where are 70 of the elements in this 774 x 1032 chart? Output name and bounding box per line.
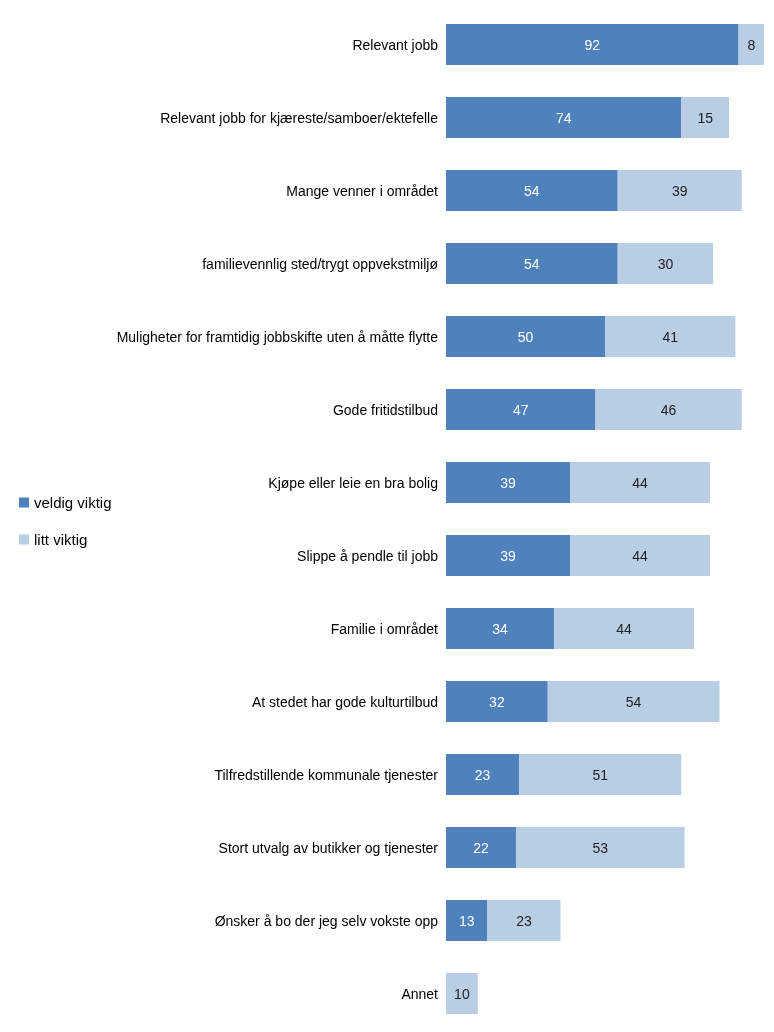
y-tick-label: Muligheter for framtidig jobbskifte uten å måtte flytte [116, 328, 439, 345]
y-tick-label: Relevant jobb for kjæreste/samboer/ektefelle [160, 109, 439, 126]
bar [446, 973, 478, 1014]
data-label: 39 [500, 547, 517, 564]
bar [605, 316, 736, 357]
y-tick-label: Gode fritidstilbud [332, 401, 438, 418]
y-tick-label: Familie i området [330, 620, 439, 637]
bar [446, 827, 516, 868]
bar [554, 608, 695, 649]
data-label: 53 [592, 839, 609, 856]
y-tick-label: Mange venner i området [286, 182, 439, 199]
bar [519, 754, 682, 795]
bar [487, 900, 561, 941]
y-tick-label: Annet [401, 985, 439, 1002]
bar [446, 608, 555, 649]
data-label: 47 [512, 401, 529, 418]
data-label: 30 [657, 255, 674, 272]
bar [570, 462, 710, 503]
y-tick-label: Ønsker å bo der jeg selv vokste opp [214, 912, 439, 929]
legend-label: veldig viktig [34, 494, 112, 511]
bar [547, 681, 720, 722]
bar [515, 827, 685, 868]
data-label: 34 [492, 620, 509, 637]
bar [446, 681, 548, 722]
data-label: 50 [517, 328, 534, 345]
data-label: 8 [747, 36, 756, 53]
bar [595, 389, 742, 430]
bar [681, 97, 730, 138]
data-label: 23 [516, 912, 532, 929]
data-label: 39 [671, 182, 688, 199]
y-tick-label: familievennlig sted/trygt oppvekstmiljø [202, 255, 439, 272]
bar [446, 535, 571, 576]
data-label: 54 [625, 693, 642, 710]
bar [446, 754, 520, 795]
bar [617, 243, 714, 284]
data-label: 15 [697, 109, 714, 126]
bar [570, 535, 710, 576]
y-tick-label: Slippe å pendle til jobb [297, 547, 439, 564]
y-tick-label: Relevant jobb [352, 36, 439, 53]
data-label: 41 [662, 328, 679, 345]
bar [446, 24, 739, 65]
bar [446, 243, 618, 284]
data-label: 51 [592, 766, 609, 783]
data-label: 54 [524, 182, 540, 199]
data-label: 54 [524, 255, 540, 272]
data-label: 92 [584, 36, 601, 53]
bar [446, 170, 618, 211]
data-label: 74 [555, 109, 572, 126]
y-tick-label: Tilfredstillende kommunale tjenester [214, 766, 439, 783]
data-label: 44 [632, 474, 648, 491]
bar [446, 316, 605, 357]
data-label: 44 [632, 547, 648, 564]
data-label: 39 [500, 474, 517, 491]
data-label: 32 [489, 693, 505, 710]
data-label: 13 [458, 912, 475, 929]
bar [617, 170, 742, 211]
data-label: 10 [454, 985, 470, 1002]
data-label: 46 [660, 401, 677, 418]
data-label: 44 [616, 620, 633, 637]
data-label: 23 [474, 766, 491, 783]
bar [446, 462, 571, 503]
data-label: 22 [473, 839, 489, 856]
y-tick-label: At stedet har gode kulturtilbud [251, 693, 438, 710]
y-tick-label: Stort utvalg av butikker og tjenester [218, 839, 439, 856]
bar [446, 97, 682, 138]
y-tick-label: Kjøpe eller leie en bra bolig [268, 474, 438, 491]
bar [738, 24, 764, 65]
bar [446, 389, 596, 430]
bar [446, 900, 488, 941]
legend-label: litt viktig [34, 531, 88, 548]
